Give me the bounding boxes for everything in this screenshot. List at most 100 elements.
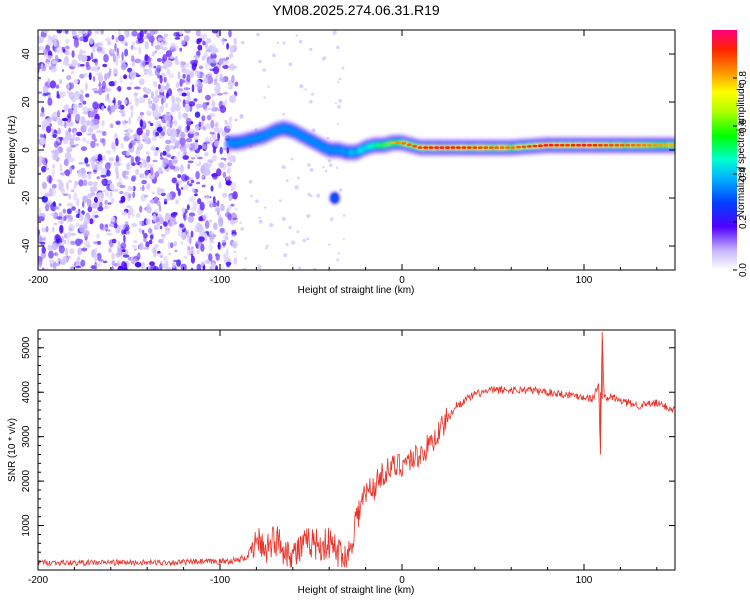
noise-dot	[180, 164, 184, 173]
noise-dot	[82, 137, 86, 143]
noise-dot	[225, 248, 229, 257]
noise-dot	[93, 186, 98, 192]
noise-dot	[97, 240, 101, 245]
noise-dot	[338, 99, 343, 103]
noise-dot	[42, 30, 49, 33]
noise-dot	[183, 212, 187, 221]
noise-dot	[226, 56, 230, 60]
noise-dot	[186, 235, 192, 243]
noise-dot	[96, 252, 102, 261]
noise-dot	[59, 163, 63, 173]
noise-dot	[198, 216, 203, 222]
noise-dot	[194, 59, 198, 65]
noise-dot	[73, 39, 79, 48]
noise-dot	[163, 76, 167, 83]
noise-dot	[196, 223, 203, 233]
noise-dot	[69, 138, 74, 147]
noise-dot	[226, 162, 233, 167]
noise-dot	[142, 120, 146, 127]
noise-dot	[60, 187, 65, 195]
noise-dot	[51, 184, 57, 189]
noise-dot	[165, 103, 169, 109]
noise-dot	[209, 112, 214, 118]
noise-dot	[82, 100, 87, 105]
noise-dot	[148, 174, 155, 180]
noise-dot	[171, 95, 175, 103]
noise-dot	[38, 207, 42, 214]
noise-dot	[185, 104, 190, 113]
trace-peak	[445, 146, 450, 149]
noise-dot	[171, 261, 176, 269]
noise-dot	[61, 235, 64, 243]
trace-peak	[510, 146, 516, 149]
noise-dot	[135, 74, 141, 78]
y-tick-label: 2000	[21, 470, 32, 493]
noise-dot	[175, 199, 179, 205]
noise-dot	[116, 55, 121, 59]
noise-dot	[114, 42, 117, 52]
noise-dot	[188, 183, 193, 187]
noise-dot	[177, 71, 181, 80]
noise-dot	[150, 145, 156, 152]
trace-peak	[576, 143, 581, 147]
noise-dot	[62, 208, 66, 214]
noise-dot	[334, 102, 337, 105]
noise-dot	[174, 37, 181, 40]
snr-plot-area	[38, 330, 675, 570]
x-tick-label: 0	[399, 275, 405, 286]
noise-dot	[341, 66, 345, 70]
noise-dot	[96, 192, 103, 200]
noise-dot	[159, 260, 163, 264]
noise-dot	[189, 71, 195, 78]
noise-dot	[130, 55, 135, 62]
noise-dot	[327, 159, 332, 163]
noise-dot	[89, 37, 94, 45]
noise-dot	[188, 129, 195, 134]
noise-dot	[169, 56, 175, 59]
noise-dot	[55, 252, 59, 257]
noise-dot	[51, 226, 55, 232]
noise-dot	[75, 113, 81, 122]
noise-dot	[208, 58, 213, 64]
noise-dot	[222, 171, 227, 178]
x-tick-label: -100	[210, 275, 230, 286]
trace-peak	[630, 143, 636, 147]
noise-dot	[79, 64, 85, 67]
noise-dot	[164, 113, 172, 123]
noise-dot	[64, 121, 67, 129]
noise-dot	[115, 171, 119, 180]
trace-peak	[390, 141, 396, 145]
noise-dot	[115, 57, 118, 67]
noise-dot	[68, 224, 75, 232]
noise-dot	[113, 68, 118, 75]
noise-dot	[66, 208, 72, 215]
noise-dot	[201, 175, 205, 179]
noise-dot	[83, 216, 88, 223]
noise-dot	[306, 213, 311, 219]
noise-dot	[215, 74, 219, 83]
noise-dot	[153, 96, 159, 103]
noise-dot	[135, 168, 140, 176]
noise-dot	[257, 264, 262, 269]
noise-dot	[108, 223, 115, 228]
snr-series	[38, 332, 675, 568]
noise-dot	[161, 46, 168, 51]
noise-dot	[171, 101, 177, 110]
noise-dot	[143, 232, 148, 239]
noise-dot	[258, 59, 262, 64]
noise-dot	[224, 119, 228, 125]
x-tick-label: -100	[210, 575, 230, 586]
noise-dot	[52, 133, 57, 138]
noise-dot	[96, 143, 99, 147]
noise-dot	[230, 203, 235, 207]
noise-dot	[166, 68, 171, 75]
noise-dot	[94, 43, 99, 48]
noise-dot	[139, 119, 144, 128]
noise-dot	[179, 136, 186, 146]
spectrogram-ylabel: Frequency (Hz)	[7, 116, 18, 185]
colorbar-tick-label: 0.8	[738, 71, 749, 85]
noise-dot	[324, 169, 328, 173]
noise-dot	[135, 156, 139, 166]
noise-dot	[41, 195, 48, 203]
